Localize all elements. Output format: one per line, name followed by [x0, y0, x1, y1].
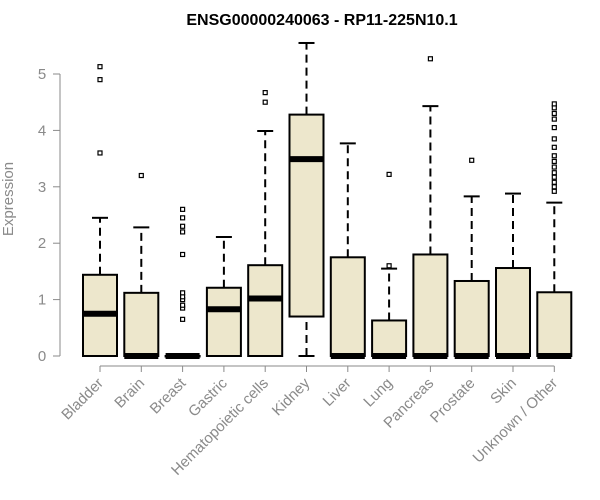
outlier-point — [386, 171, 392, 177]
box — [495, 267, 531, 357]
outlier-point — [97, 77, 103, 83]
outlier-point — [97, 150, 103, 156]
box-group — [371, 171, 408, 359]
outlier-point — [469, 157, 475, 163]
outlier-point — [551, 124, 557, 131]
box-group — [329, 142, 366, 359]
x-tick-label: Prostate — [427, 375, 479, 427]
box — [288, 113, 325, 318]
outlier-point — [551, 179, 557, 185]
outlier-point — [551, 116, 557, 122]
outlier-point — [180, 251, 186, 258]
x-tick-label: Kidney — [269, 374, 314, 419]
outlier-point — [180, 206, 186, 212]
y-tick-label: 3 — [38, 179, 46, 196]
y-axis: 0 1 2 3 4 5 — [38, 66, 61, 365]
outlier-point — [138, 172, 144, 179]
plot-area — [82, 41, 573, 359]
outlier-point — [97, 64, 103, 70]
y-tick-label: 4 — [38, 122, 46, 139]
box — [247, 264, 284, 358]
outlier-point — [180, 223, 186, 229]
outlier-point — [551, 158, 557, 165]
outlier-point — [551, 170, 557, 176]
outlier-point — [551, 164, 557, 170]
x-tick-label: Bladder — [58, 375, 107, 424]
outlier-point — [262, 99, 268, 105]
outlier-point — [386, 263, 392, 269]
box-group — [164, 206, 201, 359]
box-group — [123, 172, 160, 359]
y-tick-label: 0 — [38, 348, 46, 365]
outlier-point — [551, 101, 557, 107]
box-group — [247, 90, 284, 358]
x-tick-label: Liver — [320, 375, 355, 410]
outlier-point — [180, 215, 186, 221]
x-tick-label: Lung — [360, 375, 396, 411]
box-group — [82, 64, 118, 357]
outlier-point — [551, 144, 557, 150]
outlier-point — [551, 184, 557, 190]
outlier-point — [551, 153, 557, 159]
y-tick-label: 2 — [38, 235, 46, 252]
box-group — [412, 56, 449, 359]
box — [412, 253, 449, 357]
x-tick-label: Breast — [147, 374, 190, 417]
outlier-point — [551, 188, 557, 194]
outlier-point — [180, 229, 186, 235]
outlier-point — [427, 56, 433, 62]
box-group — [453, 157, 490, 359]
outlier-point — [551, 136, 557, 142]
x-tick-label: Skin — [487, 375, 520, 408]
outlier-point — [180, 302, 186, 308]
outlier-point — [551, 110, 557, 117]
outlier-point — [551, 174, 557, 180]
y-tick-label: 5 — [38, 66, 46, 83]
box — [329, 256, 366, 357]
box — [536, 291, 573, 358]
outlier-point — [180, 316, 186, 322]
outlier-point — [262, 90, 268, 96]
outlier-point — [180, 290, 186, 296]
y-tick-label: 1 — [38, 292, 46, 309]
box — [123, 291, 160, 357]
x-tick-label: Brain — [111, 375, 148, 412]
box-group — [205, 235, 242, 358]
box-group — [288, 41, 325, 357]
y-axis-label: Expression — [0, 162, 17, 236]
chart-title: ENSG00000240063 - RP11-225N10.1 — [186, 12, 457, 29]
box — [205, 286, 242, 358]
box — [453, 279, 490, 358]
box-group — [495, 192, 531, 359]
box — [371, 319, 408, 357]
box-group — [536, 101, 573, 359]
